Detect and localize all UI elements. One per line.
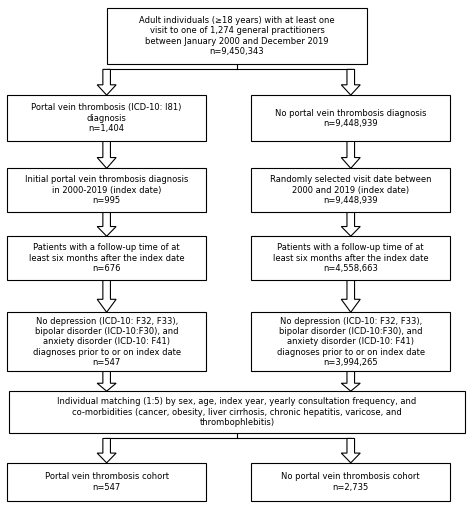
FancyBboxPatch shape <box>7 168 206 212</box>
Text: Portal vein thrombosis (ICD-10: I81)
diagnosis
n=1,404: Portal vein thrombosis (ICD-10: I81) dia… <box>31 103 182 133</box>
Polygon shape <box>341 69 360 95</box>
Polygon shape <box>97 280 116 312</box>
Text: No depression (ICD-10: F32, F33),
bipolar disorder (ICD-10:F30), and
anxiety dis: No depression (ICD-10: F32, F33), bipola… <box>277 317 425 367</box>
FancyBboxPatch shape <box>251 312 450 371</box>
Text: No depression (ICD-10: F32, F33),
bipolar disorder (ICD-10:F30), and
anxiety dis: No depression (ICD-10: F32, F33), bipola… <box>33 317 181 367</box>
Polygon shape <box>97 371 116 391</box>
Polygon shape <box>97 438 116 463</box>
Polygon shape <box>97 212 116 236</box>
Text: Patients with a follow-up time of at
least six months after the index date
n=4,5: Patients with a follow-up time of at lea… <box>273 243 428 273</box>
FancyBboxPatch shape <box>251 463 450 502</box>
Text: No portal vein thrombosis cohort
n=2,735: No portal vein thrombosis cohort n=2,735 <box>282 472 420 492</box>
FancyBboxPatch shape <box>107 8 367 64</box>
Polygon shape <box>341 212 360 236</box>
FancyBboxPatch shape <box>9 391 465 433</box>
Polygon shape <box>97 141 116 168</box>
Text: Patients with a follow-up time of at
least six months after the index date
n=676: Patients with a follow-up time of at lea… <box>29 243 184 273</box>
FancyBboxPatch shape <box>7 312 206 371</box>
Polygon shape <box>341 141 360 168</box>
Text: Adult individuals (≥18 years) with at least one
visit to one of 1,274 general pr: Adult individuals (≥18 years) with at le… <box>139 16 335 56</box>
Polygon shape <box>341 371 360 391</box>
FancyBboxPatch shape <box>251 95 450 141</box>
Text: Randomly selected visit date between
2000 and 2019 (index date)
n=9,448,939: Randomly selected visit date between 200… <box>270 175 431 205</box>
FancyBboxPatch shape <box>7 463 206 502</box>
Polygon shape <box>341 280 360 312</box>
FancyBboxPatch shape <box>7 95 206 141</box>
Polygon shape <box>97 69 116 95</box>
FancyBboxPatch shape <box>251 168 450 212</box>
Text: Individual matching (1:5) by sex, age, index year, yearly consultation frequency: Individual matching (1:5) by sex, age, i… <box>57 397 417 427</box>
Text: No portal vein thrombosis diagnosis
n=9,448,939: No portal vein thrombosis diagnosis n=9,… <box>275 108 427 128</box>
FancyBboxPatch shape <box>251 236 450 280</box>
Text: Initial portal vein thrombosis diagnosis
in 2000-2019 (index date)
n=995: Initial portal vein thrombosis diagnosis… <box>25 175 188 205</box>
FancyBboxPatch shape <box>7 236 206 280</box>
Text: Portal vein thrombosis cohort
n=547: Portal vein thrombosis cohort n=547 <box>45 472 169 492</box>
Polygon shape <box>341 438 360 463</box>
